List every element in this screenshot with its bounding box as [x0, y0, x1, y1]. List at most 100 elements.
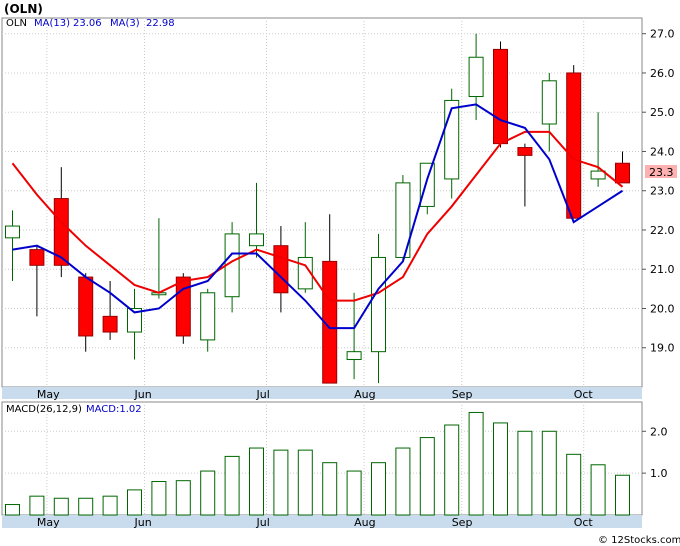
macd-bar [541, 430, 557, 516]
candle-body-up [419, 162, 435, 207]
legend-ma3-value: 22.98 [146, 18, 175, 29]
price-y-tick-label: 27.0 [650, 28, 675, 41]
macd-bar [127, 489, 142, 516]
macd-bar [590, 464, 606, 516]
candle [371, 233, 386, 384]
candle [5, 210, 20, 282]
candle-body-up [5, 225, 20, 239]
macd-x-tick-label: Oct [574, 516, 594, 529]
last-price-label: 23.3 [649, 166, 674, 179]
price-y-tick-label: 26.0 [650, 67, 675, 80]
copyright-footer: © 12Stocks.com [598, 535, 680, 546]
candle-body-up [346, 351, 362, 361]
chart-title: (OLN) [4, 2, 43, 16]
macd-bar [249, 447, 264, 516]
price-x-axis-band [2, 387, 642, 399]
macd-bar [615, 474, 630, 516]
price-y-tick-label: 24.0 [650, 145, 675, 158]
last-price-box [645, 165, 677, 178]
candle [517, 143, 533, 207]
candle [419, 162, 435, 215]
macd-bar [273, 449, 289, 516]
macd-x-tick-label: May [37, 516, 60, 529]
candle-body-up [371, 256, 386, 353]
candle-body-down [78, 276, 94, 337]
macd-x-tick-label: Jun [134, 516, 152, 529]
macd-bar [29, 495, 45, 516]
macd-bar [371, 462, 386, 516]
macd-bar [517, 430, 533, 516]
candle-body-down [566, 72, 582, 219]
macd-bar [78, 497, 94, 516]
macd-bar [444, 424, 460, 516]
macd-bar [322, 462, 338, 516]
macd-bar [102, 495, 118, 516]
candle-body-down [615, 162, 630, 184]
price-panel: May Jun Jul Aug Sep Oct 19.0 20.0 21.0 22.0 23.0 2… [1, 2, 677, 401]
candle [224, 222, 240, 313]
macd-bar [493, 422, 508, 516]
candle [29, 245, 45, 317]
candle-body-down [493, 48, 508, 145]
price-y-tick-label: 22.0 [650, 224, 675, 237]
candle-body-down [273, 245, 289, 294]
ma13-line [12, 103, 624, 330]
candle-body-up [297, 256, 313, 290]
macd-x-tick-label: Jul [256, 516, 270, 529]
macd-bar [151, 481, 167, 516]
macd-bar [346, 470, 362, 516]
candle-body-up [468, 56, 484, 98]
candle-body-down [175, 276, 191, 337]
candle [566, 65, 582, 219]
macd-bar [200, 470, 216, 516]
macd-legend-value: MACD:1.02 [86, 404, 142, 415]
price-y-tick-label: 19.0 [650, 342, 675, 355]
candle [249, 182, 264, 258]
price-y-tick-label: 23.0 [650, 185, 675, 198]
candle-body-up [127, 307, 142, 333]
price-y-tick-label: 20.0 [650, 302, 675, 315]
legend-ticker: OLN [6, 18, 27, 29]
candle-body-up [249, 233, 264, 247]
candle [322, 214, 338, 384]
candle-body-up [590, 170, 606, 180]
macd-bar [468, 411, 484, 516]
macd-grid [2, 402, 646, 515]
candle-body-down [322, 260, 338, 384]
candle [200, 288, 216, 352]
candle-body-down [53, 198, 69, 266]
candle-body-up [395, 182, 411, 258]
legend-ma3-label: MA(3) [110, 18, 140, 29]
macd-y-tick-label: 2.0 [650, 425, 668, 438]
price-x-tick-label: Aug [354, 388, 375, 401]
ma3-line [11, 130, 624, 302]
candle [541, 72, 557, 152]
price-y-tick-label: 21.0 [650, 263, 675, 276]
price-x-tick-label: Jul [256, 388, 270, 401]
macd-x-tick-label: Aug [354, 516, 375, 529]
macd-bar [175, 480, 191, 516]
macd-legend-label: MACD(26,12,9) [6, 404, 82, 415]
candle-body-up [444, 99, 460, 180]
candle [590, 112, 606, 187]
price-y-tick-labels: 19.0 20.0 21.0 22.0 23.0 24.0 25.0 26.0 27.0 [650, 28, 675, 355]
macd-x-axis-band [2, 515, 642, 528]
macd-bar [53, 497, 69, 516]
macd-bar [395, 447, 411, 516]
price-x-tick-label: Sep [452, 388, 473, 401]
price-x-tick-label: Oct [574, 388, 594, 401]
candle-body-down [29, 249, 45, 266]
price-x-tick-labels: May Jun Jul Aug Sep Oct [37, 388, 594, 401]
macd-bar [566, 453, 582, 516]
legend-ma13-value: 23.06 [73, 18, 102, 29]
macd-bar [419, 437, 435, 516]
candle-body-up [200, 292, 216, 341]
macd-y-tick-label: 1.0 [650, 467, 668, 480]
candle [102, 281, 118, 340]
price-x-tick-label: Jun [134, 388, 152, 401]
candle [127, 288, 142, 360]
macd-bar [297, 449, 313, 516]
macd-bars [5, 411, 630, 516]
candle-body-down [102, 315, 118, 333]
